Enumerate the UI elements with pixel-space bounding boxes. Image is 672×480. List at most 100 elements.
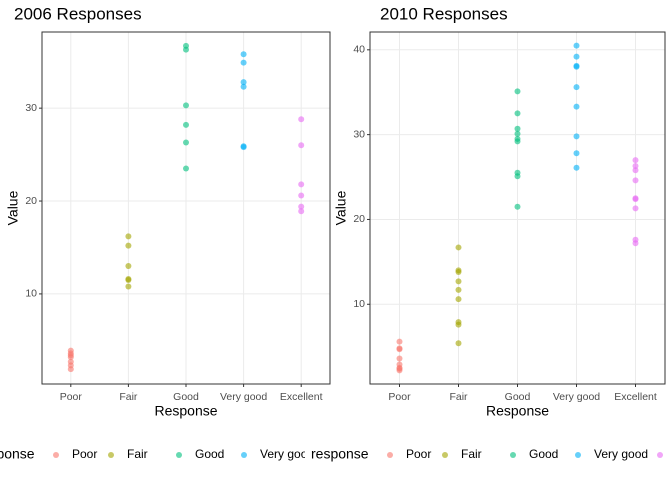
panel-border: [369, 31, 666, 385]
legend-title: response: [311, 446, 369, 462]
legend-label: Fair: [127, 447, 148, 461]
point: [240, 79, 247, 86]
point: [298, 192, 305, 199]
point: [125, 242, 132, 249]
x-tick-label: Good: [173, 391, 199, 403]
point: [573, 133, 580, 140]
point: [632, 163, 639, 170]
point: [125, 233, 132, 240]
point: [298, 116, 305, 123]
point: [67, 366, 74, 373]
point: [455, 278, 462, 285]
legend-key: [108, 452, 114, 458]
y-tick-label: 40: [353, 44, 365, 56]
point: [632, 177, 639, 184]
x-tick-label: Poor: [388, 391, 411, 403]
point: [125, 276, 132, 283]
y-tick-label: 20: [25, 195, 37, 207]
point: [573, 53, 580, 60]
point: [240, 144, 247, 151]
y-tick-label: 30: [25, 102, 37, 114]
point: [514, 88, 521, 95]
point: [514, 173, 521, 180]
x-tick-label: Excellent: [280, 391, 323, 403]
legend-key: [241, 452, 247, 458]
chart-title: 2010 Responses: [380, 4, 508, 23]
point: [298, 203, 305, 210]
point: [298, 181, 305, 188]
point: [514, 138, 521, 145]
legend-label: Poor: [72, 447, 97, 461]
point: [183, 102, 189, 109]
point: [298, 142, 305, 149]
legend-label: Very good: [594, 447, 648, 461]
point: [514, 130, 521, 137]
y-tick-label: 20: [353, 213, 365, 225]
point: [298, 208, 305, 215]
point: [455, 286, 462, 293]
point: [573, 84, 580, 91]
x-tick-label: Fair: [119, 391, 138, 403]
point: [455, 321, 462, 328]
point: [573, 164, 580, 171]
legend-label: Good: [529, 447, 558, 461]
point: [183, 165, 189, 172]
x-tick-label: Excellent: [614, 391, 657, 403]
legend-key: [53, 452, 59, 458]
legend-key: [575, 452, 581, 458]
point: [396, 338, 403, 345]
y-axis-label: Value: [333, 190, 349, 225]
chart-title: 2006 Responses: [14, 4, 142, 23]
legend-key: [510, 452, 516, 458]
point: [396, 367, 403, 374]
point: [632, 205, 639, 212]
x-axis-label: Response: [154, 403, 217, 419]
point: [455, 296, 462, 303]
point: [573, 42, 580, 49]
legend-key: [442, 452, 448, 458]
point: [240, 51, 247, 58]
point: [183, 139, 189, 146]
point: [514, 110, 521, 117]
y-axis-label: Value: [5, 190, 21, 225]
point: [240, 83, 247, 90]
x-tick-label: Poor: [60, 391, 83, 403]
panel-border: [41, 31, 331, 385]
point: [455, 269, 462, 276]
point: [573, 103, 580, 110]
point: [632, 157, 639, 164]
point: [67, 354, 74, 361]
x-tick-label: Fair: [449, 391, 468, 403]
x-tick-label: Good: [505, 391, 531, 403]
legend-label: Poor: [406, 447, 431, 461]
point: [573, 150, 580, 157]
point: [125, 283, 132, 290]
point: [573, 63, 580, 70]
point: [632, 196, 639, 203]
legend-background: [0, 420, 305, 480]
legend-label: Very good: [260, 447, 314, 461]
x-tick-label: Very good: [553, 391, 600, 403]
point: [396, 346, 403, 353]
y-tick-label: 10: [353, 298, 365, 310]
point: [455, 340, 462, 347]
x-tick-label: Very good: [220, 391, 267, 403]
point: [183, 121, 189, 128]
point: [455, 244, 462, 251]
point: [632, 240, 639, 247]
point: [396, 355, 403, 362]
point: [240, 59, 247, 66]
point: [183, 46, 189, 53]
point: [514, 203, 521, 210]
y-tick-label: 30: [353, 128, 365, 140]
legend-key: [176, 452, 182, 458]
legend-key: [387, 452, 393, 458]
legend-label: Good: [195, 447, 224, 461]
point: [632, 167, 639, 174]
point: [125, 263, 132, 270]
point: [514, 125, 521, 132]
x-axis-label: Response: [486, 403, 549, 419]
